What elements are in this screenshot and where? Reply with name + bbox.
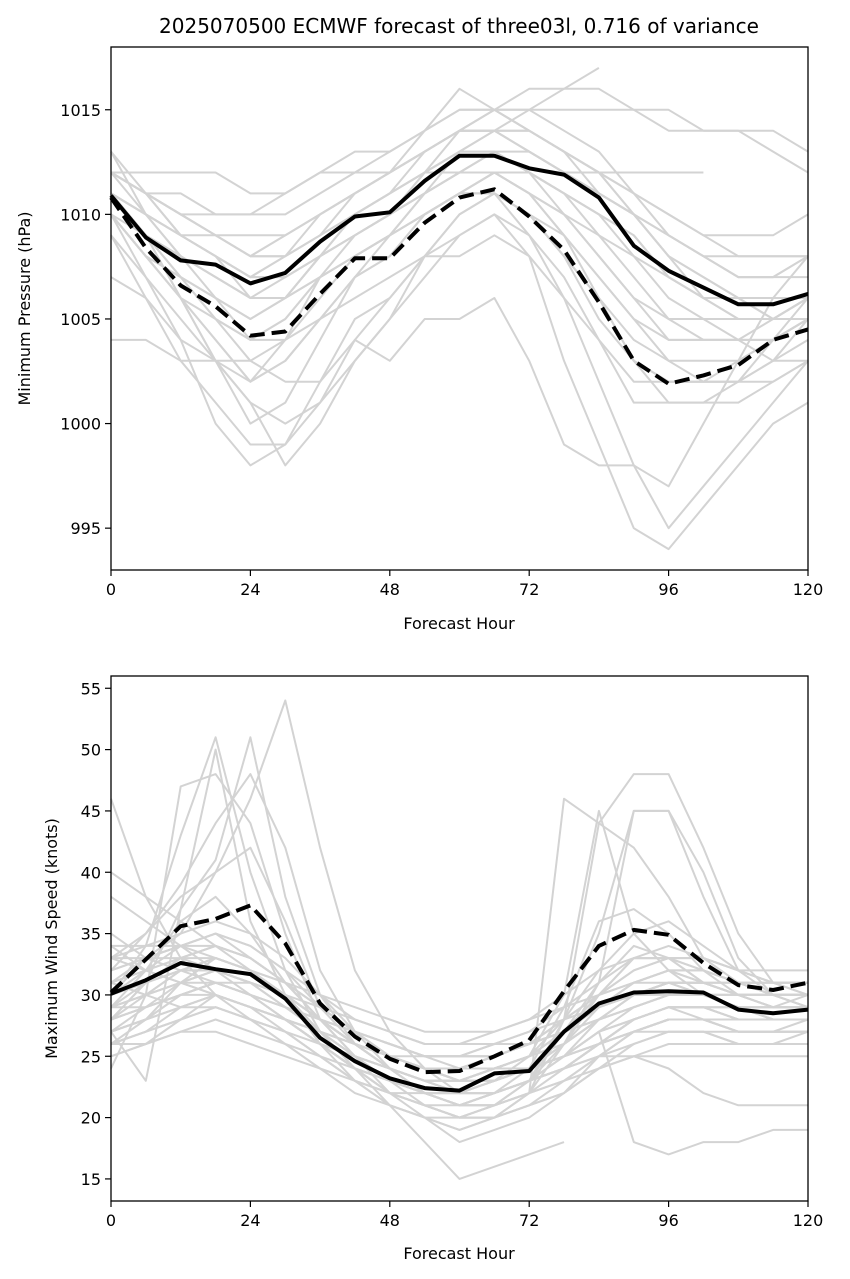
wind-ensemble-member-line bbox=[110, 944, 808, 1058]
pressure-ensemble-member-line bbox=[111, 234, 809, 383]
pressure-y-ticks: 995 1000 1005 1010 1015 bbox=[60, 101, 111, 538]
x-tick-label: 120 bbox=[793, 1211, 824, 1230]
y-tick-label: 1000 bbox=[60, 415, 101, 434]
pressure-ensemble-lines bbox=[110, 67, 809, 551]
wind-ensemble-member-line bbox=[110, 957, 808, 1070]
x-tick-label: 24 bbox=[240, 1211, 260, 1230]
wind-highlight-lines bbox=[109, 903, 809, 1093]
wind-ensemble-member-line bbox=[110, 932, 808, 1070]
y-tick-label: 40 bbox=[81, 863, 101, 882]
wind-ensemble-member-line bbox=[111, 944, 808, 1082]
wind-ensemble-member-line bbox=[110, 981, 808, 1095]
pressure-ensemble-member-line bbox=[110, 129, 704, 237]
wind-ensemble-member-line bbox=[110, 957, 808, 1070]
pressure-axes-frame bbox=[110, 46, 809, 571]
y-tick-label: 30 bbox=[81, 986, 101, 1005]
wind-ensemble-member-line bbox=[110, 1006, 808, 1119]
y-tick-label: 25 bbox=[81, 1047, 101, 1066]
pressure-solid-series-line bbox=[109, 153, 809, 307]
pressure-ensemble-member-line bbox=[110, 150, 809, 341]
x-tick-label: 120 bbox=[793, 580, 824, 599]
x-tick-label: 96 bbox=[658, 580, 678, 599]
pressure-subplot: 2025070500 ECMWF forecast of three03l, 0… bbox=[15, 14, 823, 633]
wind-x-axis-label: Forecast Hour bbox=[403, 1244, 515, 1263]
wind-y-ticks: 15 20 25 30 35 40 45 50 55 bbox=[81, 679, 111, 1189]
x-tick-label: 72 bbox=[519, 580, 539, 599]
wind-ensemble-member-line bbox=[110, 981, 809, 1119]
y-tick-label: 1015 bbox=[60, 101, 101, 120]
wind-ensemble-member-line bbox=[110, 944, 808, 1082]
y-tick-label: 1010 bbox=[60, 205, 101, 224]
x-tick-label: 96 bbox=[658, 1211, 678, 1230]
wind-ensemble-member-line bbox=[110, 932, 808, 1045]
x-tick-label: 24 bbox=[240, 580, 260, 599]
wind-ensemble-member-line bbox=[110, 969, 808, 1045]
pressure-ensemble-member-line bbox=[110, 108, 809, 299]
wind-ensemble-member-line bbox=[110, 736, 809, 1119]
wind-ensemble-member-line bbox=[110, 846, 809, 1082]
pressure-highlight-lines bbox=[109, 153, 809, 386]
y-tick-label: 995 bbox=[70, 519, 101, 538]
wind-subplot: 0 24 48 72 96 120 15 20 25 30 35 40 45 50 55 Forecast… bbox=[42, 675, 823, 1263]
x-tick-label: 48 bbox=[380, 1211, 400, 1230]
y-tick-label: 45 bbox=[81, 802, 101, 821]
wind-ensemble-member-line bbox=[111, 1030, 808, 1107]
pressure-ensemble-member-line bbox=[111, 87, 809, 195]
figure-title: 2025070500 ECMWF forecast of three03l, 0… bbox=[159, 14, 759, 38]
pressure-ensemble-member-line bbox=[110, 192, 809, 383]
wind-x-ticks: 0 24 48 72 96 120 bbox=[106, 1201, 823, 1230]
pressure-y-axis-label: Minimum Pressure (hPa) bbox=[15, 212, 34, 406]
pressure-ensemble-member-line bbox=[110, 192, 809, 383]
x-tick-label: 0 bbox=[106, 1211, 116, 1230]
wind-y-axis-label: Maximum Wind Speed (knots) bbox=[42, 818, 61, 1059]
pressure-x-axis-label: Forecast Hour bbox=[403, 614, 515, 633]
x-tick-label: 48 bbox=[380, 580, 400, 599]
y-tick-label: 20 bbox=[81, 1109, 101, 1128]
pressure-ensemble-member-line bbox=[110, 171, 808, 320]
y-tick-label: 15 bbox=[81, 1170, 101, 1189]
y-tick-label: 55 bbox=[81, 679, 101, 698]
pressure-ensemble-member-line bbox=[110, 192, 809, 551]
wind-dashed-series-line bbox=[109, 903, 809, 1075]
pressure-dashed-series-line bbox=[109, 187, 809, 386]
pressure-x-ticks: 0 24 48 72 96 120 bbox=[106, 570, 823, 599]
pressure-ensemble-member-line bbox=[110, 234, 809, 488]
wind-ensemble-member-line bbox=[110, 957, 808, 1070]
wind-axes-frame bbox=[110, 675, 809, 1202]
wind-ensemble-member-line bbox=[110, 993, 808, 1082]
pressure-ensemble-member-line bbox=[110, 67, 600, 258]
wind-ensemble-member-line bbox=[110, 736, 808, 1095]
wind-solid-series-line bbox=[110, 961, 809, 1093]
x-tick-label: 0 bbox=[106, 580, 116, 599]
y-tick-label: 50 bbox=[81, 741, 101, 760]
x-tick-label: 72 bbox=[519, 1211, 539, 1230]
pressure-ensemble-member-line bbox=[110, 87, 809, 320]
wind-ensemble-member-line bbox=[110, 993, 808, 1058]
pressure-ensemble-member-line bbox=[110, 108, 809, 216]
wind-ensemble-lines bbox=[110, 699, 809, 1180]
y-tick-label: 35 bbox=[81, 925, 101, 944]
wind-ensemble-member-line bbox=[110, 957, 808, 1070]
y-tick-label: 1005 bbox=[60, 310, 101, 329]
